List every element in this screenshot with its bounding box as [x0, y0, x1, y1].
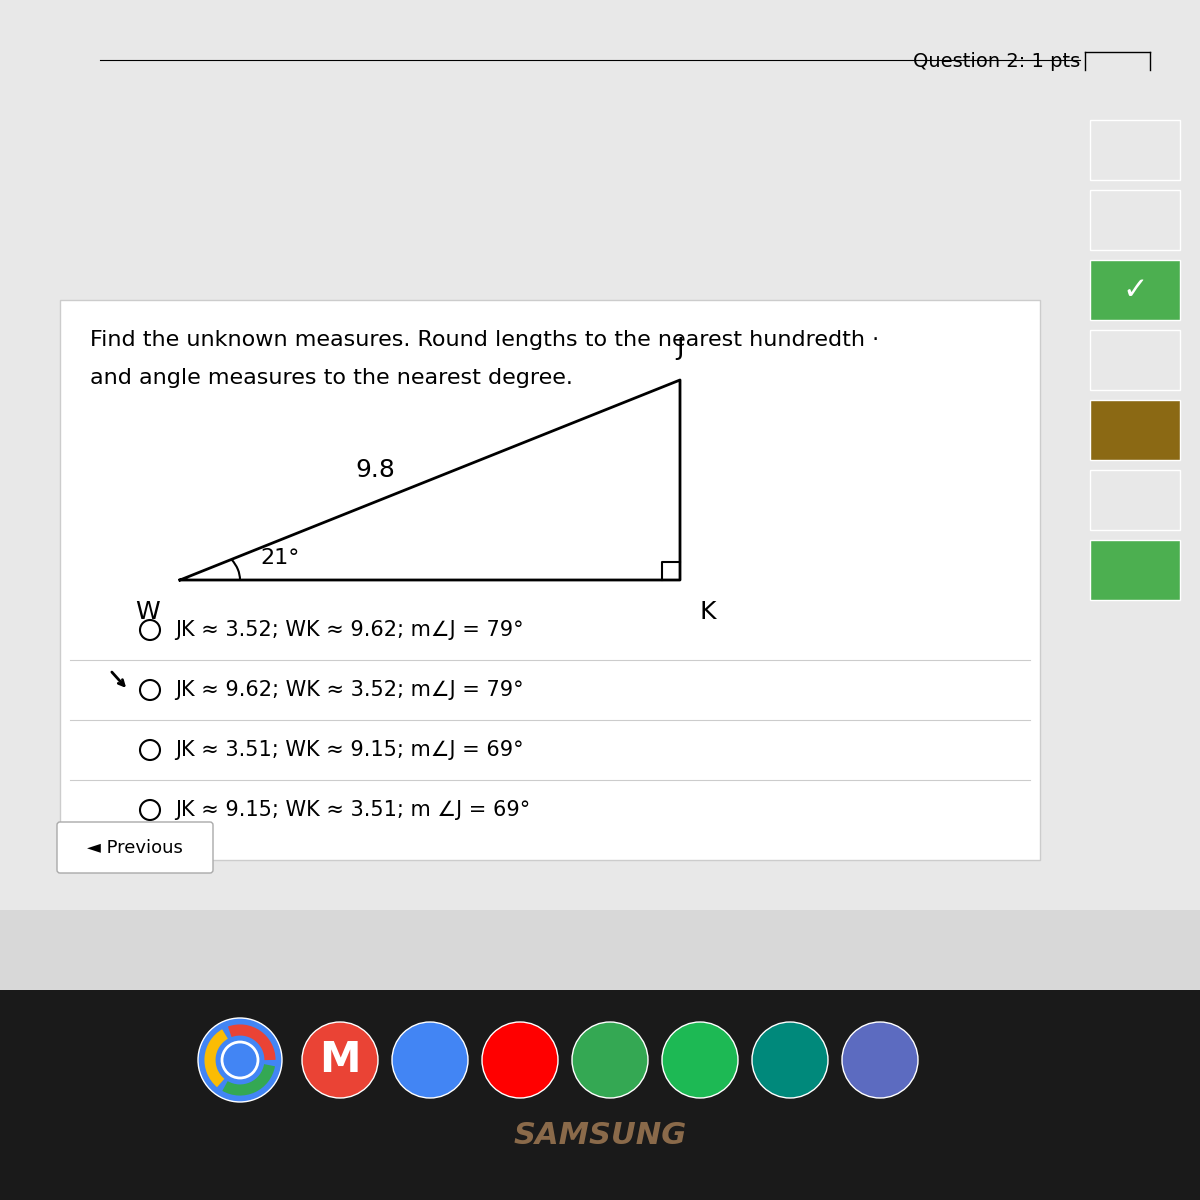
Text: JK ≈ 3.51; WK ≈ 9.15; m∠J = 69°: JK ≈ 3.51; WK ≈ 9.15; m∠J = 69° [175, 740, 523, 760]
Circle shape [662, 1022, 738, 1098]
Circle shape [842, 1022, 918, 1098]
Circle shape [198, 1018, 282, 1102]
FancyBboxPatch shape [60, 300, 1040, 860]
FancyBboxPatch shape [1090, 330, 1180, 390]
Circle shape [482, 1022, 558, 1098]
FancyBboxPatch shape [1090, 400, 1180, 460]
FancyBboxPatch shape [1090, 190, 1180, 250]
Text: JK ≈ 9.15; WK ≈ 3.51; m ∠J = 69°: JK ≈ 9.15; WK ≈ 3.51; m ∠J = 69° [175, 800, 530, 820]
Circle shape [392, 1022, 468, 1098]
Text: 9.8: 9.8 [355, 458, 395, 482]
Text: ◄ Previous: ◄ Previous [88, 839, 182, 857]
Text: Question 2: 1 pts: Question 2: 1 pts [913, 52, 1080, 71]
Circle shape [572, 1022, 648, 1098]
Text: 21°: 21° [260, 548, 299, 568]
Text: K: K [700, 600, 716, 624]
FancyBboxPatch shape [1090, 540, 1180, 600]
FancyBboxPatch shape [1090, 120, 1180, 180]
Text: SAMSUNG: SAMSUNG [514, 1121, 686, 1150]
Text: ✓: ✓ [1122, 276, 1147, 305]
Text: M: M [319, 1039, 361, 1081]
Text: W: W [136, 600, 160, 624]
Text: Find the unknown measures. Round lengths to the nearest hundredth ·: Find the unknown measures. Round lengths… [90, 330, 880, 350]
Circle shape [222, 1042, 258, 1078]
Text: J: J [677, 336, 684, 360]
Text: and angle measures to the nearest degree.: and angle measures to the nearest degree… [90, 368, 572, 388]
FancyBboxPatch shape [1090, 260, 1180, 320]
FancyBboxPatch shape [1090, 470, 1180, 530]
Circle shape [752, 1022, 828, 1098]
Text: JK ≈ 9.62; WK ≈ 3.52; m∠J = 79°: JK ≈ 9.62; WK ≈ 3.52; m∠J = 79° [175, 680, 523, 700]
Circle shape [198, 1018, 282, 1102]
FancyBboxPatch shape [58, 822, 214, 874]
Circle shape [302, 1022, 378, 1098]
Text: JK ≈ 3.52; WK ≈ 9.62; m∠J = 79°: JK ≈ 3.52; WK ≈ 9.62; m∠J = 79° [175, 620, 523, 640]
FancyBboxPatch shape [0, 0, 1200, 910]
FancyBboxPatch shape [0, 990, 1200, 1200]
